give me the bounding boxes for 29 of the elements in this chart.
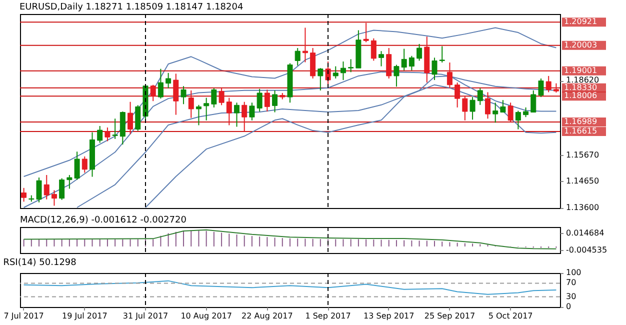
x-tick-label: 13 Sep 2017 — [364, 312, 414, 320]
x-tick-label: 5 Oct 2017 — [488, 312, 533, 320]
chart-title: EURUSD,Daily 1.18271 1.18509 1.18147 1.18204 — [20, 2, 244, 12]
y-tick-label: 100 — [566, 268, 582, 277]
ref-line-label: 1.18330 — [564, 82, 598, 92]
chart-title: MACD(12,26,9) -0.001612 -0.002720 — [20, 216, 187, 226]
x-tick-label: 22 Aug 2017 — [242, 312, 293, 320]
y-tick-label: 0.014684 — [566, 228, 604, 238]
y-tick-label: 1.14650 — [566, 176, 600, 186]
y-tick-label: 0 — [566, 302, 572, 311]
y-tick-label: 1.13600 — [566, 203, 600, 212]
ref-line-label: 1.16989 — [564, 116, 598, 126]
x-tick-label: 19 Jul 2017 — [62, 312, 108, 320]
chart-title: RSI(14) 50.1298 — [3, 258, 77, 268]
x-tick-label: 10 Aug 2017 — [180, 312, 232, 320]
x-tick-label: 31 Jul 2017 — [122, 312, 168, 320]
x-tick-label: 7 Jul 2017 — [4, 312, 44, 320]
ref-line-label: 1.20003 — [564, 40, 598, 50]
ref-line-label: 1.19001 — [564, 66, 598, 75]
y-tick-label: 1.18620 — [566, 76, 600, 85]
ref-line-label: 1.18006 — [564, 91, 598, 100]
y-tick-label: 30 — [566, 292, 576, 301]
y-tick-label: 70 — [566, 278, 576, 288]
ref-line-label: 1.16615 — [564, 126, 598, 136]
x-tick-label: 25 Sep 2017 — [424, 312, 476, 320]
ref-line-label: 1.20921 — [564, 17, 598, 26]
y-tick-label: -0.004535 — [566, 245, 608, 254]
x-tick-label: 1 Sep 2017 — [305, 312, 351, 320]
y-tick-label: 1.15670 — [566, 150, 600, 160]
